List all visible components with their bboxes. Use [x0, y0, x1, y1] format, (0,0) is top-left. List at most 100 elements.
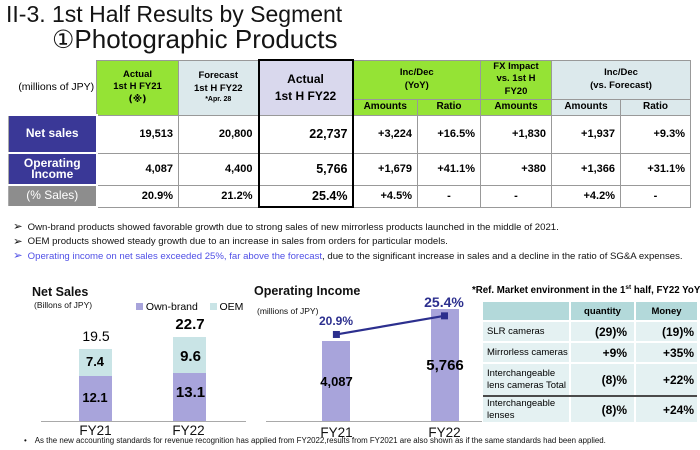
- table-row: Mirrorless cameras +9% +35%: [483, 341, 697, 364]
- op-income-fx-amount: +380: [480, 152, 552, 186]
- col-header-forecast-fy22: Forecast 1st H FY22 *Apr. 28: [178, 59, 259, 116]
- bullet-arrow-icon: ➢: [13, 233, 23, 248]
- table-row: Interchangeable lens cameras Total (8)% …: [483, 362, 697, 397]
- net-sales-oem-value-fy22: 9.6: [180, 348, 201, 365]
- ref-ilc-total-money: +22%: [634, 362, 697, 397]
- header-line: FY20: [504, 85, 528, 97]
- circled-one-marker: ①: [52, 25, 75, 54]
- oem-swatch-icon: [209, 303, 217, 310]
- pct-sales-yoy-amount: +4.5%: [352, 184, 418, 208]
- op-income-cat-fy22: FY22: [428, 424, 461, 440]
- group-header-incdec-vs-forecast: Inc/Dec (vs. Forecast): [551, 59, 691, 100]
- ref-header-blank: [483, 302, 571, 322]
- net-sales-own-value-fy21: 12.1: [82, 390, 108, 405]
- legend-oem-label: OEM: [219, 301, 244, 313]
- net-sales-chart-unit: (Billons of JPY): [34, 300, 93, 310]
- net-sales-x-axis: [41, 421, 246, 422]
- op-income-yoy-amount: +1,679: [352, 152, 418, 186]
- segment-results-table: (millions of JPY) Actual 1st H FY21 (※) …: [8, 59, 691, 208]
- net-sales-oem-value-fy21: 7.4: [85, 354, 105, 369]
- pct-sales-fx-amount: -: [480, 184, 552, 208]
- bullet-operating-income: ➢ Operating income on net sales exceeded …: [13, 248, 683, 262]
- footnote-text: As the new accounting standards for reve…: [34, 435, 606, 445]
- net-sales-bar-fy22-own-brand: [172, 372, 206, 421]
- net-sales-vsf-ratio: +9.3%: [620, 114, 691, 154]
- pct-sales-fy21: 20.9%: [96, 184, 179, 208]
- footnote: • As the new accounting standards for rev…: [24, 436, 606, 445]
- ref-title-superscript: st: [625, 283, 632, 291]
- own-brand-swatch-icon: [136, 303, 143, 310]
- net-sales-yoy-amount: +3,224: [352, 114, 418, 154]
- net-sales-chart-title: Net Sales: [32, 285, 89, 299]
- bullet-oem: ➢ OEM products showed steady growth due t…: [13, 233, 448, 248]
- ref-mirrorless-quantity: +9%: [569, 341, 636, 364]
- forecast-date-note: *Apr. 28: [205, 95, 232, 103]
- net-sales-bar-fy21-oem: [78, 348, 112, 377]
- row-label-pct-sales: (% Sales): [8, 184, 98, 208]
- col-header-actual-fy21: Actual 1st H FY21 (※): [96, 59, 179, 116]
- header-line: (YoY): [404, 79, 429, 91]
- header-line: Actual: [287, 71, 324, 86]
- table-row: (% Sales) 20.9% 21.2% 25.4% +4.5% - - +4…: [8, 184, 691, 208]
- subheader-vsf-ratio: Ratio: [620, 98, 691, 116]
- net-sales-forecast: 20,800: [178, 114, 259, 154]
- net-sales-total-fy21: 19.5: [82, 327, 110, 344]
- ref-lenses-money: +24%: [634, 395, 697, 422]
- header-group-row: (millions of JPY) Actual 1st H FY21 (※) …: [8, 59, 691, 116]
- header-line: Forecast: [198, 70, 239, 82]
- net-sales-yoy-ratio: +16.5%: [417, 114, 481, 154]
- ref-row-slr-label: SLR cameras: [483, 320, 571, 343]
- op-income-value-fy22: 5,766: [426, 356, 464, 374]
- pct-sales-vsf-amount: +4.2%: [551, 184, 621, 208]
- header-line: FX Impact: [493, 61, 539, 73]
- ref-slr-money: (19)%: [634, 320, 697, 343]
- legend-own-brand-label: Own-brand: [145, 301, 198, 313]
- op-income-value-fy21: 4,087: [320, 374, 353, 389]
- bullet-own-brand: ➢ Own-brand products showed favorable gro…: [13, 219, 559, 233]
- header-line: (vs. Forecast): [590, 79, 652, 91]
- ref-slr-quantity: (29)%: [569, 320, 636, 343]
- net-sales-own-value-fy22: 13.1: [175, 383, 206, 401]
- ref-row-mirrorless-label: Mirrorless cameras: [483, 341, 571, 364]
- col-header-actual-fy22: Actual 1st H FY22: [257, 59, 354, 116]
- ref-row-lenses-label: Interchangeable lenses: [483, 395, 571, 422]
- header-line: 1st H FY22: [193, 82, 243, 94]
- ref-mirrorless-money: +35%: [634, 341, 697, 364]
- row-label-net-sales: Net sales: [8, 114, 98, 154]
- pct-sales-yoy-ratio: -: [417, 184, 481, 208]
- table-row: Interchangeable lenses (8)% +24%: [483, 395, 697, 422]
- bullet-text: , due to the significant increase in sal…: [322, 250, 683, 262]
- subheader-yoy-amounts: Amounts: [352, 98, 418, 116]
- net-sales-fy21: 19,513: [96, 114, 179, 154]
- net-sales-fx-amount: +1,830: [480, 114, 552, 154]
- net-sales-total-fy22: 22.7: [175, 316, 205, 333]
- net-sales-fy22: 22,737: [257, 114, 354, 154]
- slide-title-line1: II-3. 1st Half Results by Segment: [6, 1, 343, 27]
- op-income-vsf-amount: +1,366: [551, 152, 621, 186]
- footnote-bullet: •: [24, 435, 27, 445]
- op-income-yoy-ratio: +41.1%: [417, 152, 481, 186]
- header-line: (※): [128, 93, 147, 105]
- table-row: quantity Money: [483, 302, 697, 322]
- bullet-arrow-icon: ➢: [13, 248, 23, 262]
- header-line: Actual: [122, 69, 153, 81]
- table-row: Operating Income 4,087 4,400 5,766 +1,67…: [8, 152, 691, 186]
- ref-header-money: Money: [634, 302, 697, 322]
- net-sales-bar-fy21-own-brand: [78, 376, 112, 421]
- pct-sales-fy22: 25.4%: [257, 184, 354, 208]
- slide-title-line2: ①Photographic Products: [52, 24, 337, 54]
- op-income-forecast: 4,400: [178, 152, 259, 186]
- subheader-yoy-ratio: Ratio: [417, 98, 481, 116]
- op-income-vsf-ratio: +31.1%: [620, 152, 691, 186]
- subheader-row: Amounts Ratio Amounts Amounts Ratio: [9, 98, 691, 116]
- op-income-pct-fy21: 20.9%: [318, 314, 354, 328]
- unit-label-cell: (millions of JPY): [8, 60, 97, 115]
- op-income-cat-fy21: FY21: [320, 424, 353, 440]
- ref-title-text: *Ref. Market environment in the 1: [472, 284, 626, 296]
- net-sales-bar-fy22-oem: [172, 337, 206, 373]
- ref-ilc-total-quantity: (8)%: [569, 362, 636, 397]
- net-sales-vsf-amount: +1,937: [551, 114, 621, 154]
- bullet-arrow-icon: ➢: [13, 219, 23, 233]
- header-line: 1st H FY21: [113, 81, 162, 93]
- op-income-fy22: 5,766: [257, 152, 354, 186]
